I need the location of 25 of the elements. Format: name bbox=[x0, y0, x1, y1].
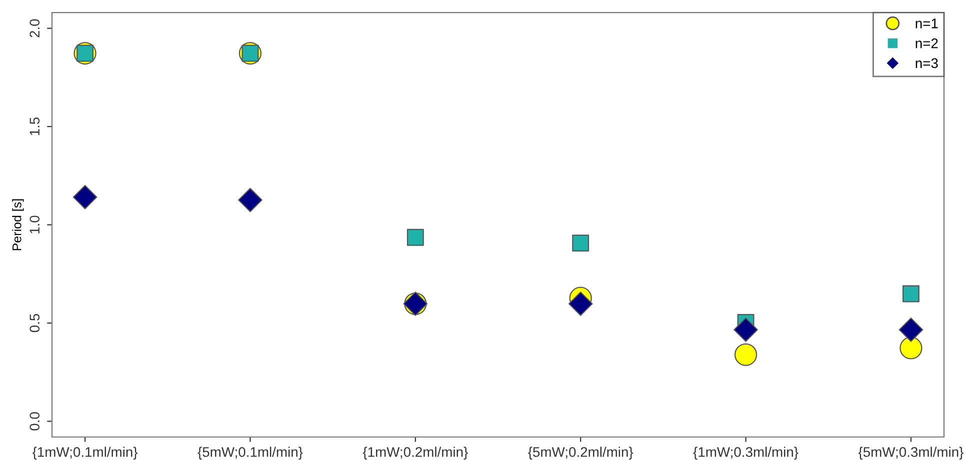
point bbox=[902, 285, 920, 302]
legend-label: n=2 bbox=[916, 38, 938, 48]
point bbox=[900, 336, 922, 360]
y-tick-label: 1.5 bbox=[30, 117, 40, 136]
point bbox=[734, 318, 758, 342]
point bbox=[406, 228, 424, 246]
y-tick-label: 0.5 bbox=[30, 314, 40, 332]
point bbox=[734, 343, 758, 366]
y-axis-title: Period [s] bbox=[12, 199, 24, 250]
point bbox=[568, 292, 593, 316]
x-tick-label: {1mW;0.2ml/min} bbox=[362, 446, 468, 460]
x-tick-label: {1mW;0.3ml/min} bbox=[693, 446, 798, 460]
x-tick-label: {1mW;0.1ml/min} bbox=[32, 446, 138, 460]
point bbox=[72, 184, 98, 210]
y-tick-label: 2.0 bbox=[30, 19, 40, 38]
point bbox=[238, 188, 262, 212]
legend-label: n=3 bbox=[916, 58, 938, 68]
y-tick-label: 1.0 bbox=[30, 216, 40, 234]
y-tick-label: 0.0 bbox=[30, 412, 40, 430]
x-tick-label: {5mW;0.2ml/min} bbox=[528, 446, 634, 460]
point bbox=[572, 234, 590, 252]
x-tick-label: {5mW;0.3ml/min} bbox=[858, 446, 964, 460]
legend-label: n=1 bbox=[916, 18, 938, 28]
point bbox=[898, 318, 924, 342]
x-tick-label: {5mW;0.1ml/min} bbox=[198, 446, 303, 460]
